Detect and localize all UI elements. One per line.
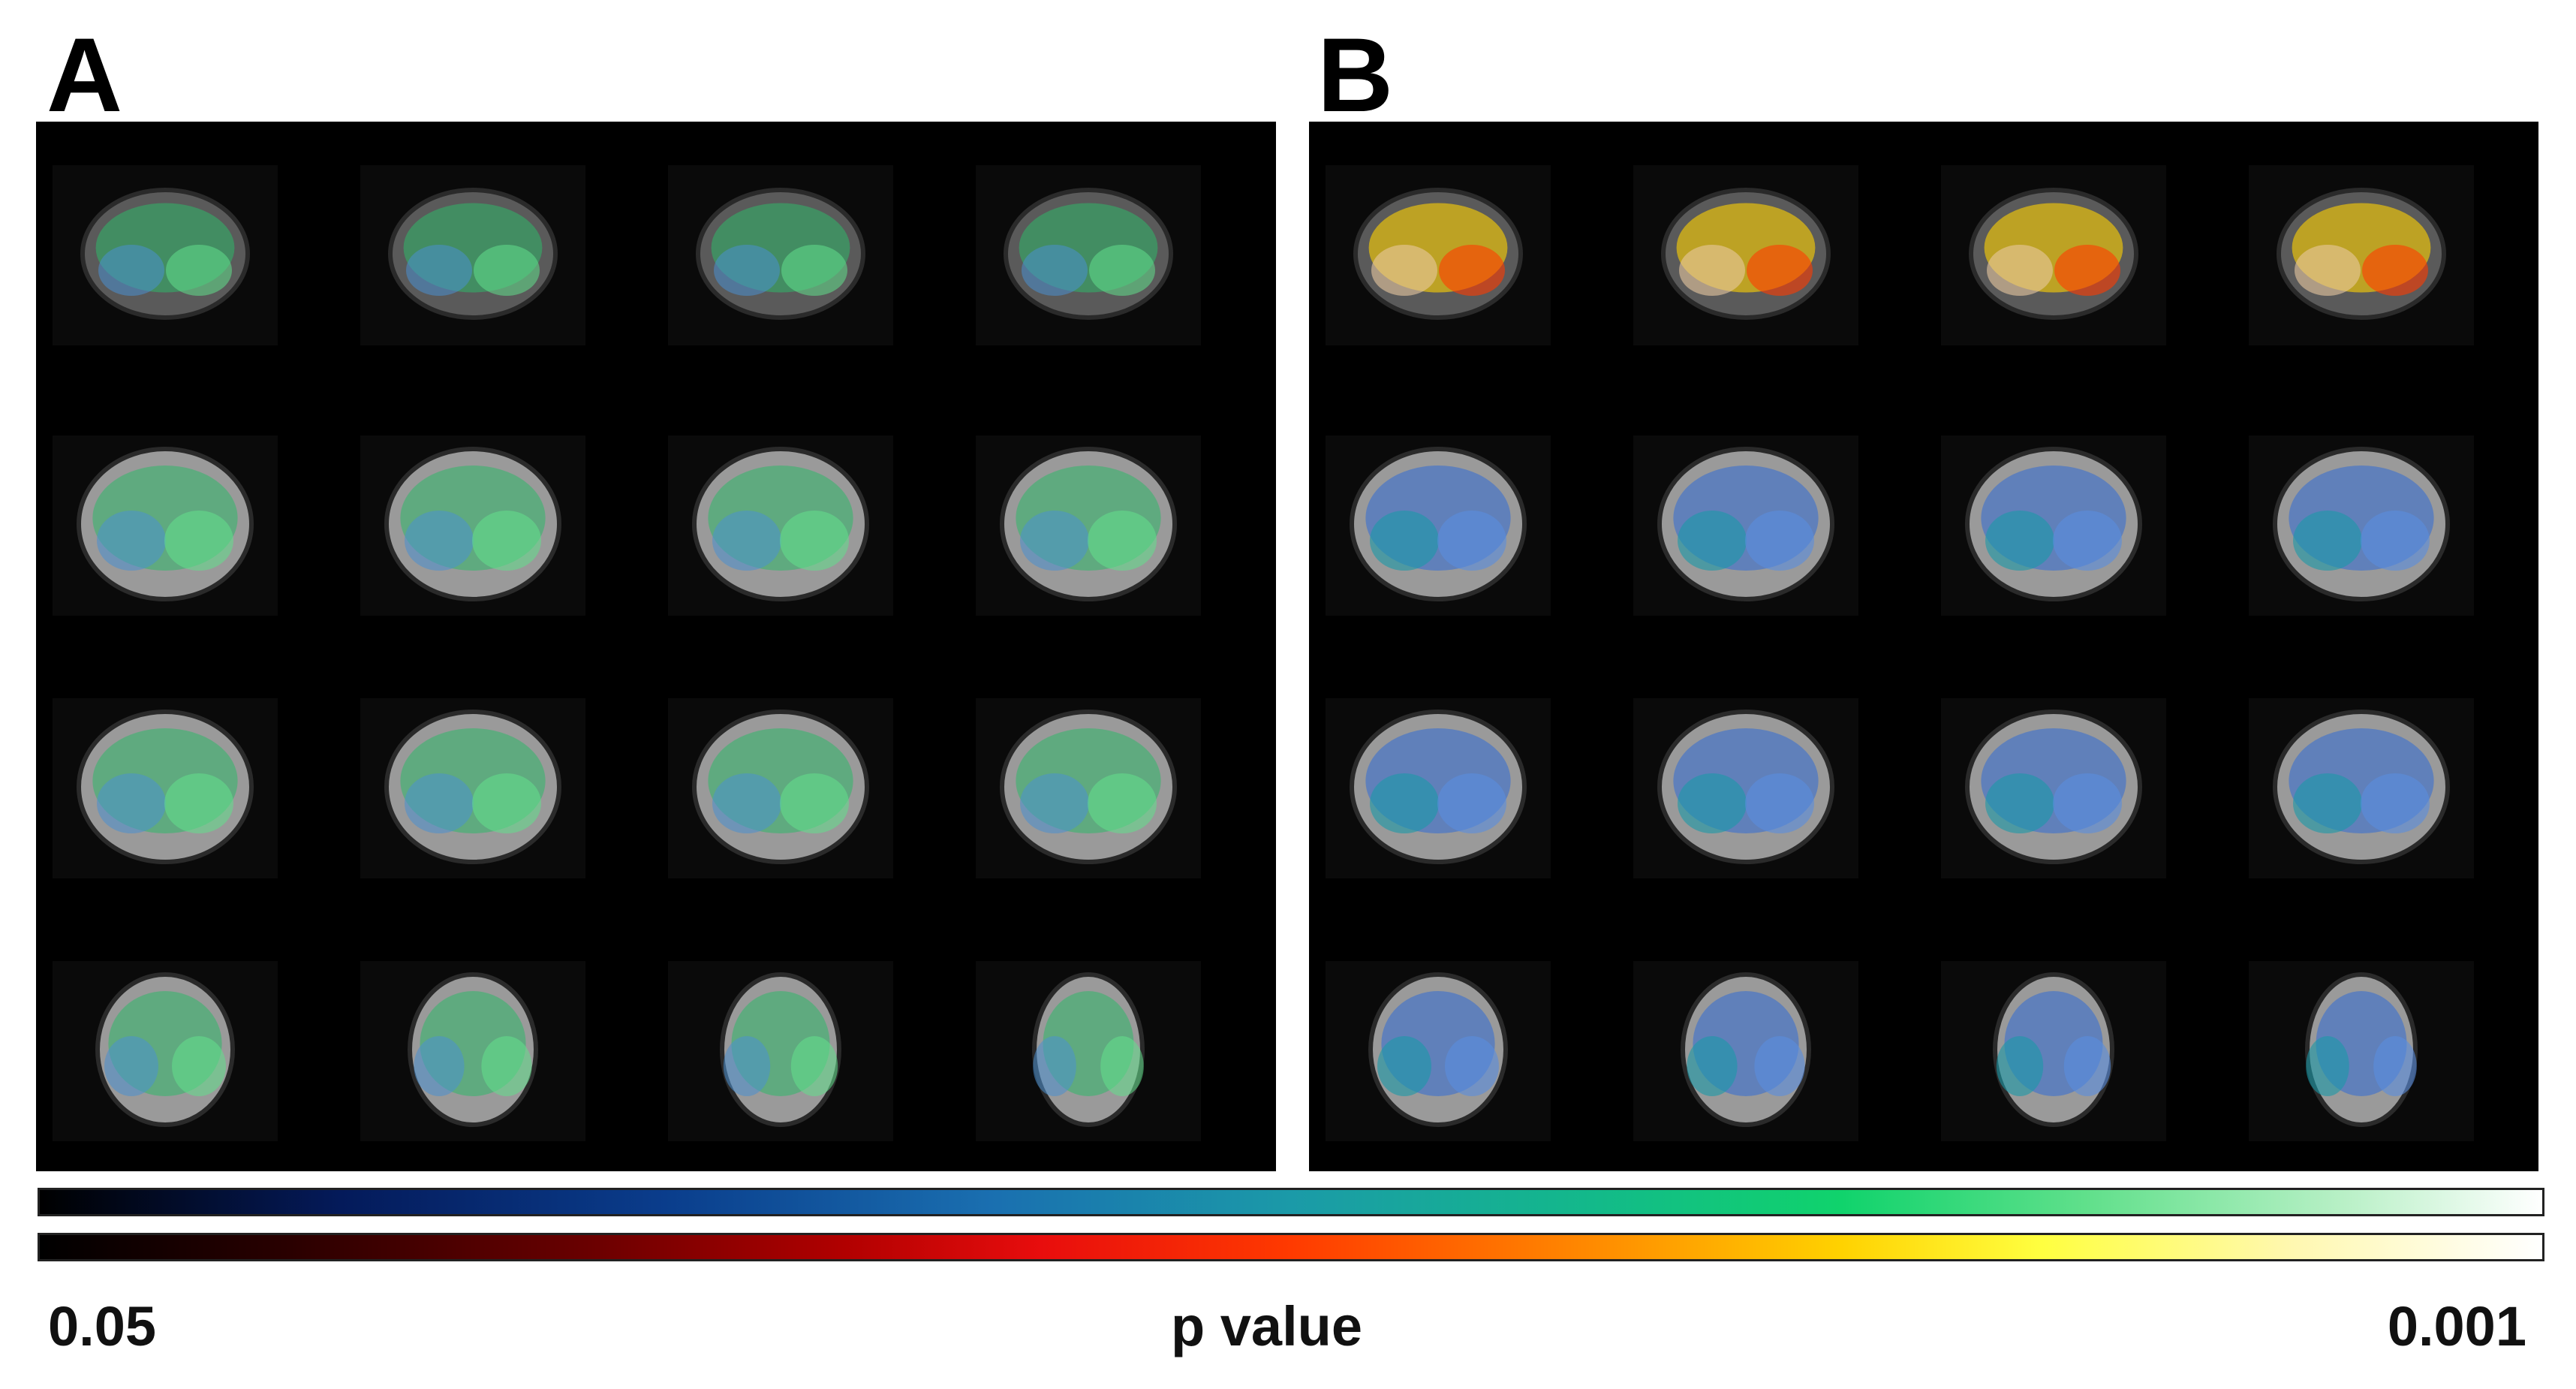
slice-grid-a	[36, 122, 1276, 1171]
brain-slice-tile	[1941, 698, 2166, 878]
brain-slice-tile	[1941, 165, 2166, 345]
brain-slice-tile	[1941, 435, 2166, 616]
brain-slice-tile	[668, 698, 893, 878]
colorbar-hot	[38, 1233, 2544, 1261]
brain-slice-tile	[53, 165, 278, 345]
brain-slice-tile	[360, 165, 585, 345]
brain-slice-tile	[976, 435, 1201, 616]
brain-slice-tile	[976, 961, 1201, 1141]
brain-slice-tile	[2249, 961, 2474, 1141]
brain-slice-tile	[1633, 961, 1858, 1141]
panel-b-slice-grid	[1309, 122, 2538, 1171]
brain-slice-tile	[2249, 435, 2474, 616]
scale-min-label: 0.05	[48, 1295, 157, 1357]
brain-slice-tile	[2249, 698, 2474, 878]
brain-slice-tile	[1326, 165, 1551, 345]
panel-label-a: A	[47, 16, 123, 134]
brain-slice-tile	[360, 698, 585, 878]
brain-slice-tile	[976, 698, 1201, 878]
brain-slice-tile	[1326, 435, 1551, 616]
brain-slice-tile	[1633, 435, 1858, 616]
brain-slice-tile	[360, 961, 585, 1141]
brain-slice-tile	[976, 165, 1201, 345]
scale-max-label: 0.001	[2387, 1295, 2526, 1357]
panel-a-slice-grid	[36, 122, 1276, 1171]
brain-slice-tile	[53, 698, 278, 878]
brain-slice-tile	[1941, 961, 2166, 1141]
brain-slice-tile	[1326, 961, 1551, 1141]
brain-slice-tile	[668, 961, 893, 1141]
brain-slice-tile	[1633, 165, 1858, 345]
brain-slice-tile	[360, 435, 585, 616]
brain-slice-tile	[1633, 698, 1858, 878]
brain-slice-tile	[53, 435, 278, 616]
brain-slice-tile	[1326, 698, 1551, 878]
brain-slice-tile	[668, 435, 893, 616]
slice-grid-b	[1309, 122, 2538, 1171]
panel-label-b: B	[1317, 16, 1394, 134]
brain-slice-tile	[2249, 165, 2474, 345]
brain-slice-tile	[668, 165, 893, 345]
brain-slice-tile	[53, 961, 278, 1141]
scale-title: p value	[1171, 1295, 1362, 1357]
colorbar-cool	[38, 1188, 2544, 1216]
